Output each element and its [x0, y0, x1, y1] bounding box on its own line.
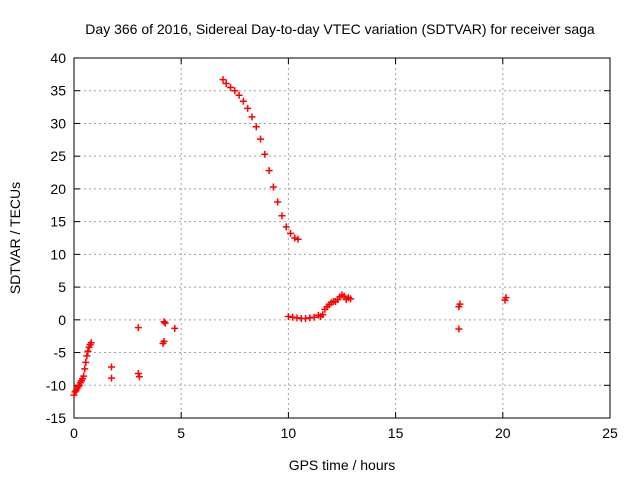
x-axis-label: GPS time / hours — [289, 457, 396, 473]
data-point — [222, 80, 230, 88]
y-tick-label: 25 — [50, 148, 66, 164]
data-point — [248, 113, 256, 121]
y-tick-label: 0 — [58, 312, 66, 328]
y-tick-label: -15 — [46, 410, 66, 426]
x-tick-label: 5 — [177, 425, 185, 441]
data-point — [252, 123, 260, 131]
grid — [74, 58, 610, 418]
series-group — [70, 76, 510, 399]
chart-title: Day 366 of 2016, Sidereal Day-to-day VTE… — [85, 21, 595, 37]
data-point — [81, 365, 89, 373]
data-point — [108, 363, 116, 371]
axis-ticks — [73, 57, 611, 419]
y-tick-label: -10 — [46, 377, 66, 393]
data-point — [87, 339, 95, 347]
data-point — [502, 294, 510, 302]
y-tick-label: 10 — [50, 246, 66, 262]
data-point — [319, 311, 327, 319]
data-point — [80, 372, 88, 380]
x-tick-label: 15 — [388, 425, 404, 441]
data-point — [70, 391, 78, 399]
data-series — [70, 76, 510, 399]
y-tick-label: 40 — [50, 50, 66, 66]
data-point — [231, 87, 239, 95]
data-point — [265, 167, 273, 175]
y-tick-label: 35 — [50, 83, 66, 99]
data-point — [219, 76, 227, 84]
data-point — [160, 337, 168, 345]
data-point — [84, 347, 92, 355]
x-tick-label: 25 — [602, 425, 618, 441]
data-point — [171, 324, 179, 332]
x-tick-label: 10 — [281, 425, 297, 441]
x-tick-labels: 0 5 10 15 20 25 — [70, 425, 618, 441]
y-tick-label: -5 — [54, 345, 67, 361]
data-point — [456, 300, 464, 308]
y-tick-label: 20 — [50, 181, 66, 197]
x-tick-label: 0 — [70, 425, 78, 441]
y-tick-labels: -15 -10 -5 0 5 10 15 20 25 30 35 40 — [46, 50, 66, 426]
data-point — [108, 374, 116, 382]
data-point — [287, 229, 295, 237]
data-point — [291, 234, 299, 242]
y-axis-label: SDTVAR / TECUs — [7, 182, 23, 294]
plot-border — [73, 57, 611, 419]
data-point — [278, 212, 286, 220]
data-point — [235, 91, 243, 99]
y-tick-label: 30 — [50, 115, 66, 131]
data-point — [82, 358, 90, 366]
data-point — [282, 223, 290, 231]
data-point — [134, 324, 142, 332]
data-point — [227, 83, 235, 91]
data-point — [239, 97, 247, 105]
data-point — [455, 325, 463, 333]
data-point — [161, 319, 169, 327]
data-point — [257, 135, 265, 143]
data-point — [274, 198, 282, 206]
data-point — [269, 183, 277, 191]
y-tick-label: 15 — [50, 214, 66, 230]
data-point — [160, 318, 168, 326]
data-point — [134, 369, 142, 377]
data-point — [83, 352, 91, 360]
data-point — [294, 235, 302, 243]
x-tick-label: 20 — [495, 425, 511, 441]
data-point — [74, 383, 82, 391]
y-tick-label: 5 — [58, 279, 66, 295]
data-point — [244, 104, 252, 112]
data-point — [135, 373, 143, 381]
data-point — [310, 313, 318, 321]
data-point — [347, 295, 355, 303]
data-point — [261, 150, 269, 158]
